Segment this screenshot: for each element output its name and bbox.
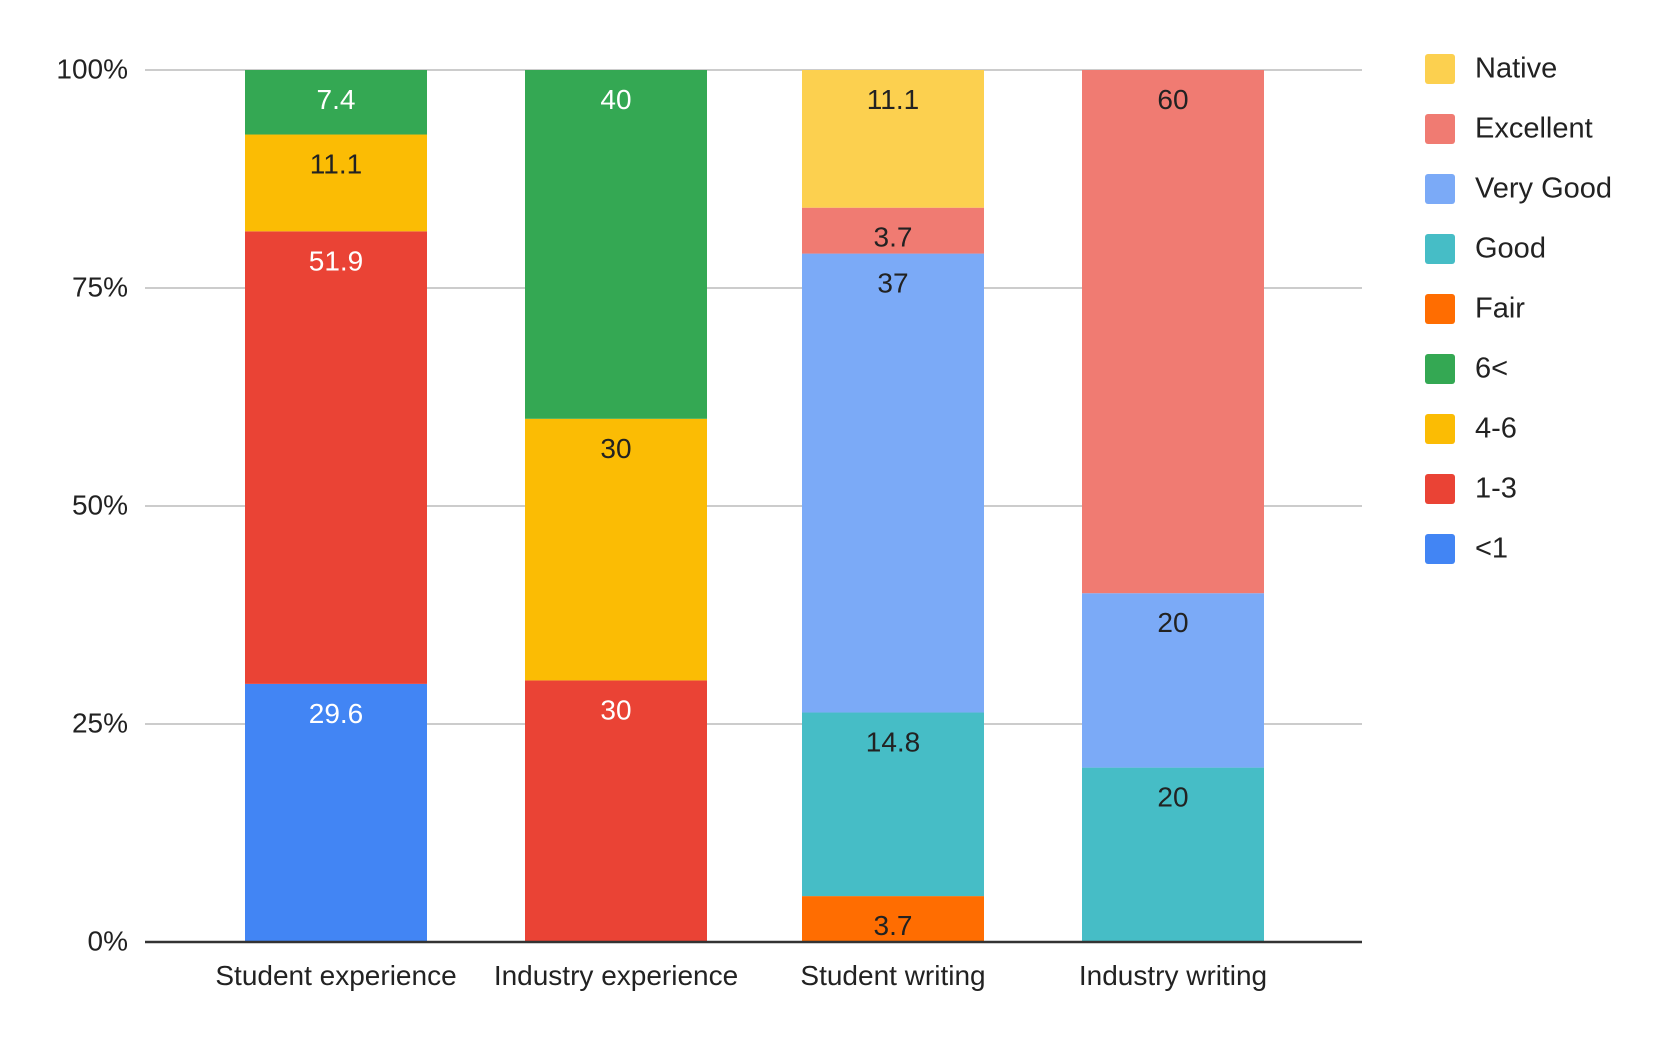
- legend-swatch: [1425, 474, 1455, 504]
- legend-label: Native: [1475, 53, 1557, 85]
- legend-swatch: [1425, 294, 1455, 324]
- bar-stack: 3.7 14.8 37 3.7 11.1: [802, 70, 984, 942]
- legend-item: 1-3: [1425, 473, 1517, 505]
- legend-label: Fair: [1475, 293, 1525, 325]
- legend-label: Good: [1475, 233, 1546, 265]
- x-tick-label: Student experience: [215, 960, 456, 991]
- bars: 29.651.911.17.43030403.714.8373.711.1202…: [245, 70, 1264, 942]
- y-tick-label: 25%: [72, 707, 128, 738]
- data-label: 30: [600, 694, 631, 725]
- bar-segment: [525, 70, 707, 419]
- legend-swatch: [1425, 354, 1455, 384]
- legend-swatch: [1425, 234, 1455, 264]
- x-tick-label: Student writing: [800, 960, 985, 991]
- bar-segment: [1082, 593, 1264, 768]
- bar-segment: [802, 712, 984, 897]
- legend-label: 4-6: [1475, 413, 1517, 445]
- legend-item: Very Good: [1425, 173, 1612, 205]
- bar-segment: [525, 418, 707, 681]
- legend-item: 4-6: [1425, 413, 1517, 445]
- data-label: 30: [600, 433, 631, 464]
- bar-segment: [802, 70, 984, 208]
- y-tick-label: 50%: [72, 489, 128, 520]
- bar-segment: [802, 253, 984, 713]
- y-tick-label: 75%: [72, 271, 128, 302]
- data-label: 11.1: [867, 84, 919, 115]
- data-label: 40: [600, 84, 631, 115]
- legend-label: Excellent: [1475, 113, 1593, 145]
- legend-item: <1: [1425, 533, 1508, 565]
- legend-item: Excellent: [1425, 113, 1593, 145]
- legend-label: Very Good: [1475, 173, 1612, 205]
- data-label: 37: [877, 268, 908, 299]
- y-tick-label: 0%: [88, 925, 128, 956]
- x-tick-label: Industry experience: [494, 960, 738, 991]
- bar-stack: 30 30 40: [525, 70, 707, 942]
- bar-stack: 29.6 51.9 11.1 7.4: [245, 70, 427, 942]
- y-axis-ticks: 0% 25% 50% 75% 100%: [56, 53, 128, 956]
- x-tick-label: Industry writing: [1079, 960, 1267, 991]
- legend-item: Native: [1425, 53, 1557, 85]
- data-label: 7.4: [317, 84, 356, 115]
- legend: Native Excellent Very Good Good Fair 6< 4-6 1-3…: [1425, 53, 1612, 565]
- legend-item: 6<: [1425, 353, 1508, 385]
- bar-segment: [245, 134, 427, 232]
- legend-item: Good: [1425, 233, 1546, 265]
- x-axis-ticks: Student experience Industry experience Stu…: [215, 960, 1267, 991]
- legend-item: Fair: [1425, 293, 1525, 325]
- data-label: 3.7: [874, 222, 913, 253]
- bar-segment: [245, 231, 427, 684]
- legend-swatch: [1425, 414, 1455, 444]
- y-tick-label: 100%: [56, 53, 128, 84]
- legend-label: <1: [1475, 533, 1508, 565]
- data-label: 20: [1157, 782, 1188, 813]
- data-label: 29.6: [309, 698, 364, 729]
- data-label: 11.1: [310, 149, 362, 180]
- legend-swatch: [1425, 114, 1455, 144]
- bar-segment: [245, 70, 427, 135]
- legend-swatch: [1425, 54, 1455, 84]
- bar-segment: [802, 207, 984, 254]
- bar-segment: [1082, 70, 1264, 594]
- bar-segment: [1082, 767, 1264, 942]
- bar-segment: [802, 896, 984, 942]
- bar-stack: 20 20 60: [1082, 70, 1264, 942]
- data-label: 14.8: [866, 727, 921, 758]
- legend-swatch: [1425, 174, 1455, 204]
- data-label: 60: [1157, 84, 1188, 115]
- legend-label: 6<: [1475, 353, 1508, 385]
- data-label: 51.9: [309, 245, 364, 276]
- legend-swatch: [1425, 534, 1455, 564]
- data-label: 3.7: [874, 910, 913, 941]
- legend-label: 1-3: [1475, 473, 1517, 505]
- data-label: 20: [1157, 607, 1188, 638]
- bar-segment: [245, 683, 427, 942]
- bar-segment: [525, 680, 707, 942]
